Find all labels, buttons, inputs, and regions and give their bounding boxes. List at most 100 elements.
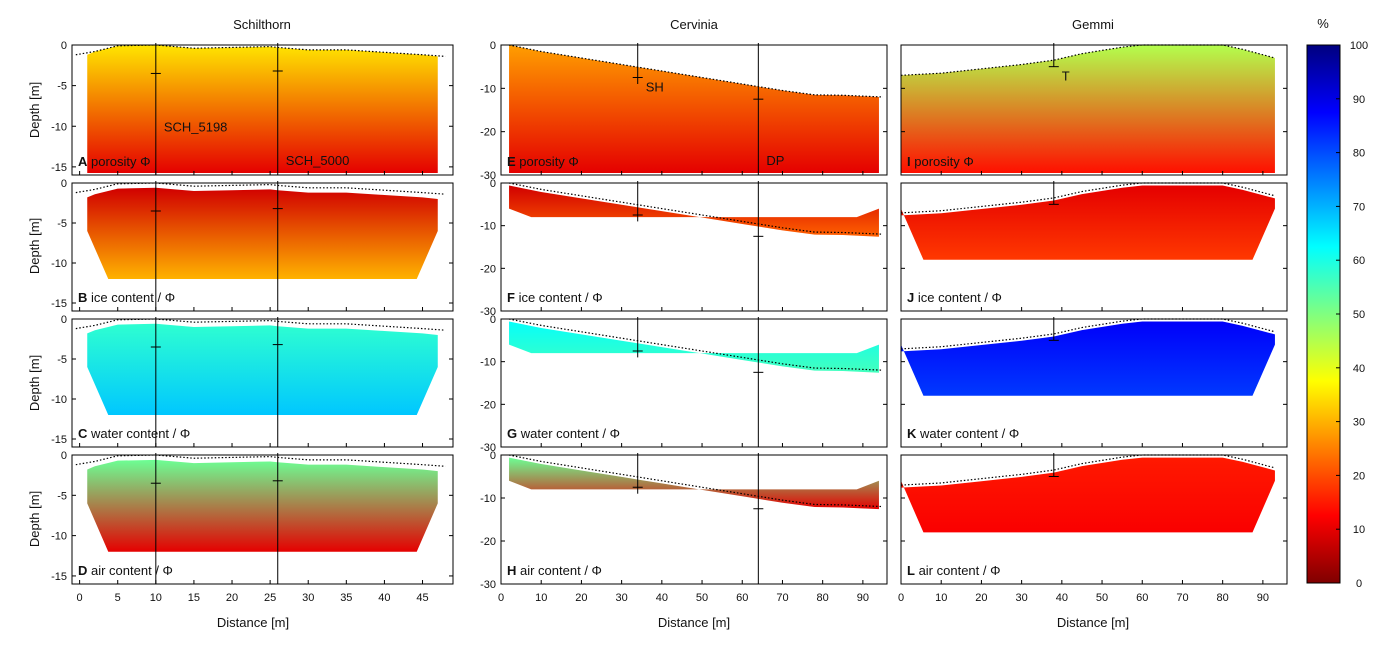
- panel-h-frame: [500, 454, 888, 585]
- panel-i-frame: [900, 44, 1288, 176]
- y-tick-label-d-1: -5: [57, 490, 67, 502]
- x-tick-label-schilthorn-2: 10: [150, 592, 162, 604]
- panel-d-frame: [71, 454, 454, 585]
- x-tick-label-schilthorn-3: 15: [188, 592, 200, 604]
- panel-label-j: J ice content / Φ: [907, 290, 1002, 305]
- colorbar-tick-label-2: 20: [1353, 470, 1365, 482]
- y-tick-label-f-1: -10: [480, 221, 496, 233]
- panel-label-b: B ice content / Φ: [78, 290, 175, 305]
- y-tick-label-a-3: -15: [51, 162, 67, 174]
- y-tick-label-e-0: 0: [490, 40, 496, 52]
- panel-a-field: [87, 45, 438, 173]
- colorbar-tick-label-8: 80: [1353, 148, 1365, 160]
- x-axis-title-schilthorn: Distance [m]: [217, 615, 289, 630]
- y-tick-label-h-2: -20: [480, 536, 496, 548]
- panel-e: SH DP 0 -10 -20 -30 E porosity Φ: [480, 40, 888, 182]
- panel-l-surface-line: [900, 454, 1276, 486]
- y-tick-label-c-3: -15: [51, 434, 67, 446]
- x-tick-label-gemmi-0: 0: [898, 592, 904, 604]
- x-tick-label-gemmi-7: 70: [1176, 592, 1188, 604]
- colorbar-tick-label-9: 90: [1353, 94, 1365, 106]
- y-tick-label-e-1: -10: [480, 83, 496, 95]
- panel-j-field: [901, 185, 1275, 260]
- x-tick-label-gemmi-8: 80: [1217, 592, 1229, 604]
- borehole-label-dp: DP: [766, 153, 784, 168]
- x-tick-label-cervinia-2: 20: [575, 592, 587, 604]
- colorbar-tick-label-4: 40: [1353, 363, 1365, 375]
- panel-j-frame: [900, 182, 1288, 312]
- x-tick-label-cervinia-0: 0: [498, 592, 504, 604]
- y-tick-label-e-2: -20: [480, 127, 496, 139]
- panel-b-frame: [71, 182, 454, 312]
- borehole-label-sh: SH: [646, 80, 664, 95]
- panel-label-g: G water content / Φ: [507, 426, 620, 441]
- panel-d: 0 -5 -10 -15 0 5 10 15 20 25 30 35 40 45 D air content…: [51, 450, 454, 604]
- y-tick-label-d-3: -15: [51, 571, 67, 583]
- colorbar-tick-label-7: 70: [1353, 201, 1365, 213]
- panel-a-surface-line: [75, 44, 446, 57]
- y-tick-label-c-2: -10: [51, 394, 67, 406]
- borehole-label-t: T: [1062, 69, 1070, 84]
- panel-label-e: E porosity Φ: [507, 154, 579, 169]
- x-tick-label-gemmi-9: 90: [1257, 592, 1269, 604]
- y-tick-label-f-3: -30: [480, 306, 496, 318]
- x-tick-label-cervinia-9: 90: [857, 592, 869, 604]
- panel-label-i: I porosity Φ: [907, 154, 974, 169]
- heatmap-panels: SCH_5198 SCH_5000 0 -5 -10 -15 A porosity Φ 0 -5…: [51, 40, 1288, 604]
- x-tick-label-schilthorn-4: 20: [226, 592, 238, 604]
- x-axis-titles: Distance [m] Distance [m] Distance [m]: [217, 615, 1129, 630]
- panel-e-surface-line: [508, 44, 884, 98]
- panel-f-surface-line: [508, 182, 884, 235]
- y-tick-label-g-3: -30: [480, 442, 496, 454]
- colorbar-tick-label-6: 60: [1353, 255, 1365, 267]
- y-tick-label-b-0: 0: [61, 178, 67, 190]
- panel-h-field: [509, 457, 879, 510]
- panel-label-d: D air content / Φ: [78, 563, 173, 578]
- site-title-schilthorn: Schilthorn: [233, 17, 291, 32]
- panel-g-surface-line: [508, 318, 884, 371]
- panel-j: J ice content / Φ: [900, 181, 1288, 312]
- y-tick-label-a-2: -10: [51, 121, 67, 133]
- colorbar-tick-label-5: 50: [1353, 309, 1365, 321]
- panel-c-field: [87, 323, 438, 415]
- panel-k-field: [901, 321, 1275, 396]
- colorbar-gradient: [1306, 44, 1341, 584]
- panel-c-frame: [71, 318, 454, 448]
- x-axis-title-gemmi: Distance [m]: [1057, 615, 1129, 630]
- x-tick-label-schilthorn-6: 30: [302, 592, 314, 604]
- y-tick-label-f-0: 0: [490, 178, 496, 190]
- colorbar-tick-label-3: 30: [1353, 417, 1365, 429]
- colorbar-unit: %: [1317, 16, 1329, 31]
- panel-e-frame: [500, 44, 888, 176]
- x-tick-label-cervinia-3: 30: [616, 592, 628, 604]
- x-tick-label-gemmi-2: 20: [975, 592, 987, 604]
- y-tick-label-a-0: 0: [61, 40, 67, 52]
- x-tick-label-gemmi-4: 40: [1056, 592, 1068, 604]
- panel-e-field: [509, 45, 879, 173]
- x-tick-label-cervinia-8: 80: [817, 592, 829, 604]
- panel-i-surface-line: [900, 44, 1276, 76]
- borehole-label-sch_5198: SCH_5198: [164, 119, 228, 134]
- x-tick-label-gemmi-3: 30: [1016, 592, 1028, 604]
- panel-k-surface-line: [900, 318, 1276, 350]
- y-tick-label-c-1: -5: [57, 354, 67, 366]
- panel-label-l: L air content / Φ: [907, 563, 1000, 578]
- y-tick-label-g-1: -10: [480, 357, 496, 369]
- x-tick-label-cervinia-5: 50: [696, 592, 708, 604]
- y-axis-title-a: Depth [m]: [27, 82, 42, 138]
- x-tick-label-schilthorn-7: 35: [340, 592, 352, 604]
- y-axis-titles: Depth [m] Depth [m] Depth [m] Depth [m]: [27, 82, 42, 547]
- panel-b: 0 -5 -10 -15 B ice content / Φ: [51, 178, 454, 312]
- y-tick-label-b-2: -10: [51, 258, 67, 270]
- y-tick-label-b-1: -5: [57, 218, 67, 230]
- y-tick-label-d-2: -10: [51, 531, 67, 543]
- panel-l: 0 10 20 30 40 50 60 70 80 90 L air content / Φ: [898, 453, 1288, 604]
- y-tick-label-g-0: 0: [490, 314, 496, 326]
- y-tick-label-d-0: 0: [61, 450, 67, 462]
- x-axis-title-cervinia: Distance [m]: [658, 615, 730, 630]
- x-tick-label-schilthorn-5: 25: [264, 592, 276, 604]
- panel-h-surface-line: [508, 454, 884, 508]
- site-titles: Schilthorn Cervinia Gemmi: [233, 17, 1114, 32]
- panel-g: 0 -10 -20 -30 G water content / Φ: [480, 314, 888, 454]
